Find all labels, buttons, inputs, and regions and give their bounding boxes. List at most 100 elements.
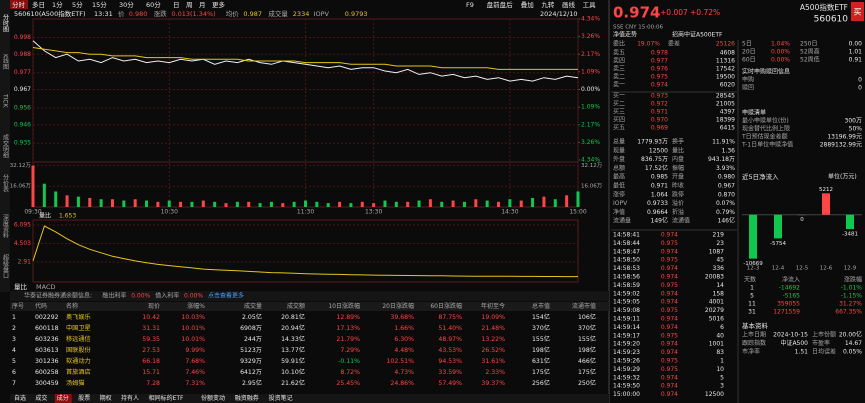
bottom-tab[interactable]: 成分 — [57, 394, 69, 402]
field: 0.9733 — [647, 200, 668, 207]
toolbar-tool[interactable]: F9 — [466, 1, 474, 9]
banner-text: 0.00% — [184, 293, 203, 300]
toolbar-tool[interactable]: 盘前盘后 — [487, 0, 513, 9]
bottom-tab[interactable]: 股票 — [78, 395, 90, 402]
toolbar-tab[interactable]: 更多 — [212, 0, 226, 9]
table-cell: 首旅酒店 — [66, 368, 91, 376]
table-cell: 002292 — [35, 314, 59, 321]
table-cell: 27.53 — [142, 347, 160, 354]
table-cell: 奥飞娱乐 — [66, 313, 91, 321]
column-header: 年初至今 — [481, 302, 505, 310]
table-cell: 87.75% — [438, 314, 462, 321]
field: 最低 — [613, 182, 625, 190]
table-cell: 31.31 — [142, 325, 160, 332]
field: 146亿 — [718, 217, 735, 225]
y-tick-label: 16.06万 — [10, 183, 32, 190]
toolbar-tool[interactable]: 九转 — [541, 0, 555, 9]
toolbar-tab[interactable]: 日 — [173, 1, 180, 9]
side-tab[interactable]: K线图 — [2, 54, 9, 71]
toolbar-tab[interactable]: 30分 — [119, 0, 134, 9]
column-header: 代码 — [35, 302, 47, 310]
bottom-tab[interactable]: 投资笔记 — [269, 394, 293, 402]
field: 60日 — [742, 57, 756, 64]
y-tick-label: 0.956 — [14, 104, 31, 111]
table-cell: -14692 — [779, 285, 800, 292]
volume-bar — [213, 201, 217, 207]
field: 涨停 — [613, 190, 625, 198]
bottom-tab[interactable]: 自选 — [14, 394, 26, 402]
toolbar-tab[interactable]: 5分 — [72, 0, 83, 9]
volume-bar — [304, 200, 307, 207]
field: T-1日单位申赎净值 — [741, 141, 793, 149]
field: 卖二 — [613, 74, 625, 81]
field: 1087 — [709, 248, 724, 255]
toolbar-tab[interactable]: 周 — [186, 1, 193, 9]
field: 中证A500 — [780, 339, 808, 347]
side-tab[interactable]: 分时图 — [2, 13, 9, 33]
field: 0.975 — [661, 240, 678, 247]
toolbar-tab[interactable]: 月 — [199, 1, 206, 9]
nav-tab: 净值走势 — [613, 31, 637, 39]
volume-bar — [315, 201, 319, 207]
table-cell: 2 — [12, 325, 16, 332]
volume-bar — [417, 200, 421, 207]
bottom-tab[interactable]: 份额变动 — [201, 394, 225, 402]
table-cell: 175亿 — [532, 368, 550, 376]
field: 0.975 — [661, 307, 678, 314]
buy-button[interactable] — [851, 2, 864, 21]
y-tick-label: 0.988 — [14, 51, 31, 58]
toolbar-tab[interactable]: 60分 — [146, 0, 161, 9]
side-strip — [0, 0, 10, 292]
indicator-tab[interactable]: MACD — [36, 283, 55, 291]
table-cell: 300459 — [35, 380, 59, 387]
field: 4397 — [720, 109, 735, 116]
field: 委比 — [613, 40, 625, 48]
price-change: +0.007 — [660, 8, 688, 17]
banner-text[interactable]: 点击查看更多 — [208, 292, 244, 300]
bottom-tab[interactable]: 融资融券 — [235, 394, 259, 402]
side-tab[interactable]: 超级盘口 — [2, 253, 9, 279]
bottom-tab[interactable]: 相同标的ETF — [149, 394, 184, 402]
side-tab[interactable]: 深度资料 — [2, 213, 9, 239]
side-tab[interactable]: 分价表 — [2, 173, 9, 193]
bottom-tab[interactable]: 持有人 — [121, 394, 139, 402]
toolbar-tab[interactable]: 分时 — [12, 0, 26, 9]
table-cell: 10.01% — [181, 325, 205, 332]
toolbar-tool[interactable]: 工具 — [583, 1, 597, 9]
buy-label[interactable]: 买 — [854, 8, 862, 17]
field: 0.980 — [718, 174, 735, 181]
table-cell: 12.89% — [336, 314, 360, 321]
field: 17542 — [716, 66, 735, 73]
x-tick-label: 10:30 — [161, 209, 178, 216]
toolbar-tool[interactable]: 画线 — [562, 0, 576, 9]
table-cell: 10.03% — [181, 314, 205, 321]
toolbar-tab[interactable]: 多日 — [32, 0, 45, 9]
volume-bar — [485, 200, 489, 207]
volume-bar — [110, 199, 114, 207]
field: 0.974 — [661, 274, 678, 281]
field: 10 — [716, 366, 724, 373]
field: 0.975 — [661, 257, 678, 264]
bottom-tab[interactable]: 期权 — [100, 394, 112, 402]
table-cell: 1 — [12, 314, 16, 321]
field: 1.51 — [795, 349, 809, 356]
panel-frame — [32, 219, 579, 283]
table-cell: 603236 — [35, 336, 59, 343]
x-tick-label: 13:30 — [365, 209, 382, 216]
field: 0.975 — [661, 366, 678, 373]
bottom-tab[interactable]: 成交 — [35, 394, 47, 402]
toolbar-tab[interactable]: 15分 — [92, 0, 107, 9]
y2-tick-label: 1.09% — [581, 104, 600, 111]
side-tab[interactable]: 成交明细 — [2, 133, 9, 159]
table-cell: 26.52% — [481, 347, 505, 354]
side-tab[interactable]: TICK — [2, 93, 9, 109]
table-cell: 59.91亿 — [281, 357, 305, 365]
toolbar-tool[interactable]: 叠加 — [521, 0, 534, 9]
volume-bar — [133, 199, 137, 207]
indicator-tab[interactable]: 量比 — [14, 282, 28, 291]
series-line — [32, 47, 578, 70]
field: 2889132.99元 — [820, 142, 862, 149]
price-pct: +0.72% — [690, 8, 720, 17]
field: 最高 — [613, 173, 625, 181]
toolbar-tab[interactable]: 1分 — [52, 0, 63, 9]
